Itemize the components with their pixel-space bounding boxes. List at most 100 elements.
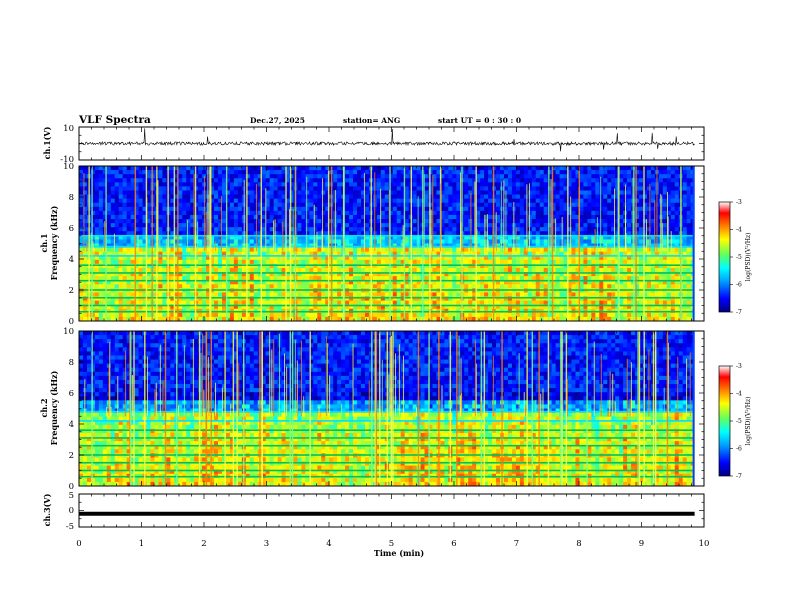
spectrogram-cell bbox=[511, 296, 517, 302]
spectrogram-cell bbox=[325, 251, 330, 257]
spectrogram-cell bbox=[547, 198, 553, 204]
spectrogram-cell bbox=[523, 190, 529, 195]
spectrogram-cell bbox=[281, 198, 286, 204]
spectrogram-cell bbox=[218, 255, 223, 261]
spectrogram-cell bbox=[229, 198, 235, 204]
spectrogram-cell bbox=[424, 263, 429, 269]
spectrogram-cell bbox=[364, 170, 370, 175]
spectrogram-cell bbox=[142, 284, 147, 289]
spectrogram-cell bbox=[285, 235, 290, 240]
spectrogram-cell bbox=[202, 300, 207, 306]
spectrogram-cell bbox=[281, 304, 286, 310]
spectrogram-cell bbox=[337, 231, 342, 236]
spectrogram-cell bbox=[126, 178, 132, 183]
spectrogram-cell bbox=[241, 259, 247, 265]
spectrogram-cell bbox=[496, 300, 501, 306]
spectrogram-cell bbox=[432, 194, 437, 200]
spectrogram-cell bbox=[380, 255, 386, 261]
spectrogram-cell bbox=[337, 214, 342, 220]
spectrogram-cell bbox=[305, 259, 310, 265]
spectrogram-cell bbox=[468, 206, 473, 212]
spectrogram-cell bbox=[523, 239, 529, 244]
spectrogram-cell bbox=[170, 166, 175, 171]
spectrogram-cell bbox=[555, 227, 560, 232]
spectrogram-cell bbox=[527, 190, 533, 195]
spectrogram-cell bbox=[440, 186, 445, 191]
spectrogram-cell bbox=[563, 272, 568, 277]
spectrogram-cell bbox=[118, 255, 124, 261]
spectrogram-cell bbox=[372, 300, 378, 306]
spectrogram-cell bbox=[221, 243, 227, 248]
spectrogram-cell bbox=[428, 280, 433, 285]
spectrogram-cell bbox=[337, 263, 342, 269]
spectrogram-cell bbox=[79, 198, 84, 204]
spectrogram-cell bbox=[261, 304, 267, 310]
spectrogram-cell bbox=[297, 296, 302, 302]
spectrogram-cell bbox=[285, 267, 290, 273]
spectrogram-cell bbox=[353, 239, 358, 244]
spectrogram-cell bbox=[313, 251, 318, 257]
spectrogram-cell bbox=[281, 239, 286, 244]
spectrogram-cell bbox=[579, 284, 584, 289]
spectrogram-cell bbox=[416, 292, 421, 297]
spectrogram-cell bbox=[456, 166, 461, 171]
spectrogram-cell bbox=[547, 247, 553, 253]
spectrogram-cell bbox=[345, 166, 350, 171]
spectrogram-cell bbox=[257, 300, 263, 306]
spectrogram-cell bbox=[412, 194, 417, 200]
spectrogram-cell bbox=[241, 300, 247, 306]
spectrogram-cell bbox=[122, 194, 128, 200]
spectrogram-cell bbox=[138, 300, 143, 306]
spectrogram-cell bbox=[126, 190, 132, 195]
spectrogram-cell bbox=[388, 316, 394, 322]
spectrogram-cell bbox=[210, 210, 215, 216]
spectrogram-cell bbox=[472, 223, 477, 228]
spectrogram-cell bbox=[237, 304, 243, 310]
spectrogram-cell bbox=[277, 235, 282, 240]
spectrogram-cell bbox=[503, 182, 509, 187]
spectrogram-cell bbox=[122, 239, 128, 244]
spectrogram-cell bbox=[567, 198, 572, 204]
spectrogram-cell bbox=[229, 267, 235, 273]
spectrogram-cell bbox=[523, 300, 529, 306]
spectrogram-cell bbox=[583, 280, 588, 285]
spectrogram-cell bbox=[202, 312, 207, 318]
spectrogram-cell bbox=[531, 202, 537, 208]
spectrogram-cell bbox=[178, 276, 183, 281]
spectrogram-cell bbox=[535, 170, 541, 175]
spectrogram-cell bbox=[452, 304, 457, 310]
spectrogram-cell bbox=[241, 267, 247, 273]
spectrogram-cell bbox=[480, 276, 485, 281]
spectrogram-cell bbox=[281, 272, 286, 277]
spectrogram-cell bbox=[547, 166, 553, 171]
spectrogram-cell bbox=[551, 276, 557, 281]
spectrogram-cell bbox=[114, 239, 120, 244]
spectrogram-cell bbox=[202, 284, 207, 289]
spectrogram-cell bbox=[122, 198, 128, 204]
spectrogram-cell bbox=[126, 263, 132, 269]
spectrogram-cell bbox=[444, 174, 449, 179]
spectrogram-cell bbox=[444, 186, 449, 191]
spectrogram-cell bbox=[333, 166, 338, 171]
spectrogram-cell bbox=[500, 186, 505, 191]
spectrogram-cell bbox=[428, 312, 433, 318]
spectrogram-cell bbox=[575, 219, 580, 224]
spectrogram-cell bbox=[194, 267, 199, 273]
spectrogram-cell bbox=[551, 251, 557, 257]
spectrogram-cell bbox=[102, 316, 108, 322]
spectrogram-cell bbox=[440, 235, 445, 240]
spectrogram-cell bbox=[114, 202, 120, 208]
spectrogram-cell bbox=[301, 280, 306, 285]
spectrogram-cell bbox=[543, 170, 549, 175]
spectrogram-cell bbox=[90, 292, 96, 297]
start-ut-label: start UT = 0 : 30 : 0 bbox=[438, 116, 521, 125]
spectrogram-cell bbox=[174, 272, 179, 277]
spectrogram-cell bbox=[515, 202, 521, 208]
spectrogram-cell bbox=[170, 239, 175, 244]
spectrogram-cell bbox=[102, 223, 108, 228]
spectrogram-cell bbox=[345, 267, 350, 273]
spectrogram-cell bbox=[210, 255, 215, 261]
spectrogram-cell bbox=[233, 178, 239, 183]
spectrogram-cell bbox=[321, 304, 326, 310]
spectrogram-cell bbox=[559, 198, 564, 204]
